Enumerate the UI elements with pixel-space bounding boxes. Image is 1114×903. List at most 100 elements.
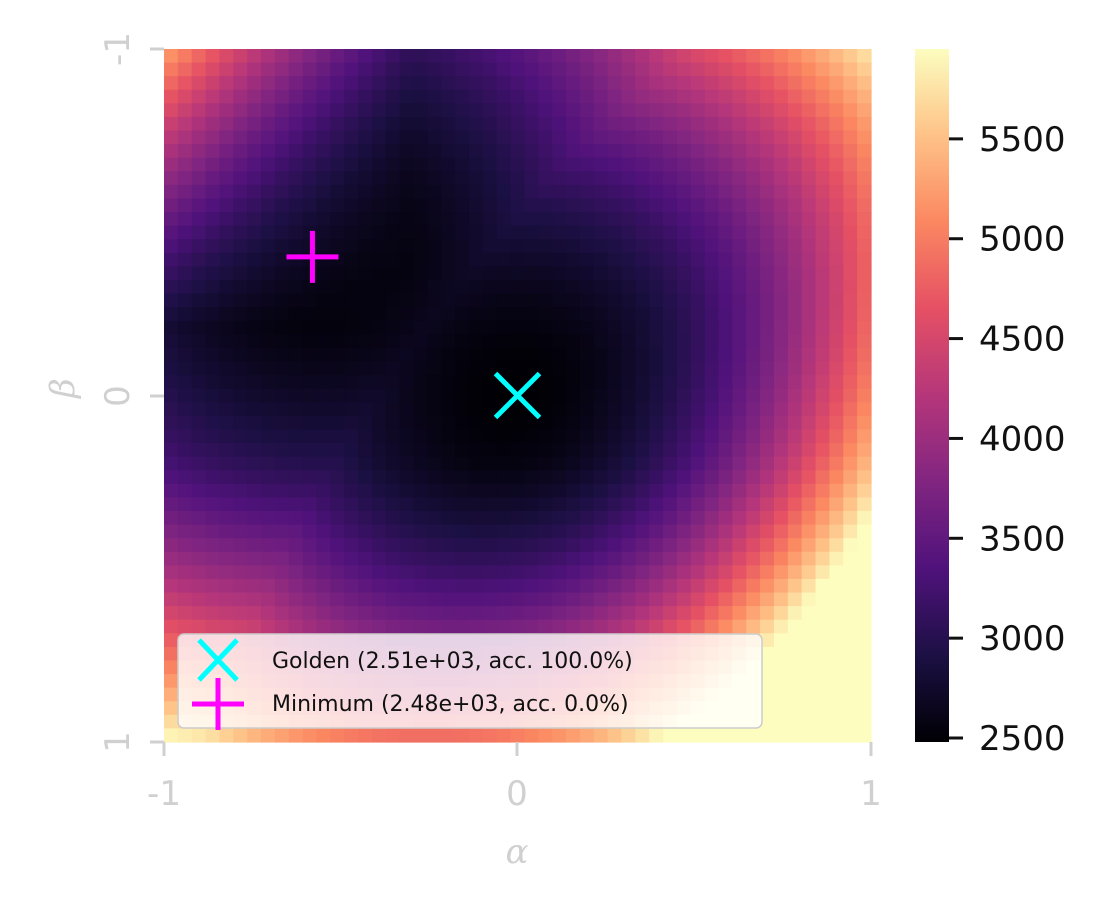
heatmap-cell [760,280,775,295]
heatmap-cell [621,334,636,349]
heatmap-cell [566,212,581,227]
heatmap-cell [219,470,234,485]
heatmap-cell [524,470,539,485]
heatmap-cell [815,62,831,77]
heatmap-cell [801,551,817,566]
heatmap-cell [164,429,179,444]
heatmap-cell [261,728,276,743]
heatmap-cell [164,443,179,458]
heatmap-cell [843,157,858,172]
heatmap-cell [233,728,248,743]
heatmap-cell [302,456,318,471]
heatmap-cell [566,157,581,172]
heatmap-cell [607,592,623,607]
heatmap-cell [219,130,234,145]
heatmap-cell [316,470,331,485]
heatmap-cell [358,307,373,322]
heatmap-cell [649,565,664,580]
heatmap-cell [746,497,761,512]
heatmap-cell [704,578,720,594]
heatmap-cell [746,280,761,295]
heatmap-cell [316,212,331,227]
heatmap-cell [607,551,623,566]
heatmap-cell [441,728,456,743]
heatmap-cell [815,415,831,431]
heatmap-cell [676,551,692,566]
heatmap-cell [801,633,817,648]
heatmap-cell [566,184,581,200]
heatmap-cell [593,592,609,607]
heatmap-cell [302,89,318,104]
heatmap-cell [829,619,844,634]
heatmap-cell [635,184,650,200]
heatmap-cell [566,402,581,417]
heatmap-cell [801,62,817,77]
heatmap-cell [427,157,442,172]
heatmap-cell [843,144,858,159]
heatmap-cell [482,347,498,363]
heatmap-cell [468,157,484,172]
heatmap-cell [746,592,761,607]
heatmap-cell [773,619,789,634]
heatmap-cell [399,307,415,322]
heatmap-cell [635,592,650,607]
heatmap-cell [468,578,484,594]
heatmap-cell [676,443,692,458]
heatmap-cell [829,674,844,689]
heatmap-cell [302,334,318,349]
heatmap-cell [358,184,373,200]
heatmap-cell [399,619,415,634]
heatmap-cell [538,619,553,634]
heatmap-cell [288,470,304,485]
heatmap-cell [704,619,720,634]
heatmap-cell [801,280,817,295]
heatmap-cell [358,144,373,159]
heatmap-cell [801,347,817,363]
heatmap-cell [413,103,428,118]
heatmap-cell [566,483,581,499]
heatmap-cell [191,307,207,322]
heatmap-cell [593,619,609,634]
heatmap-cell [773,728,789,743]
heatmap-cell [801,293,817,308]
heatmap-cell [732,538,747,553]
heatmap-cell [385,429,401,444]
heatmap-cell [344,415,359,431]
heatmap-cell [441,266,456,281]
heatmap-cell [330,728,345,743]
heatmap-cell [635,361,650,376]
heatmap-cell [205,116,221,132]
heatmap-cell [607,171,623,186]
heatmap-cell [593,62,609,77]
heatmap-cell [496,415,512,431]
heatmap-cell [371,334,387,349]
heatmap-cell [177,361,193,376]
heatmap-cell [857,524,872,539]
heatmap-cell [164,89,179,104]
heatmap-cell [288,524,304,539]
heatmap-cell [773,660,789,675]
heatmap-cell [718,130,733,145]
heatmap-cell [385,116,401,132]
heatmap-cell [330,429,345,444]
heatmap-cell [413,212,428,227]
heatmap-cell [177,728,193,743]
heatmap-cell [801,701,817,716]
heatmap-cell [510,592,526,607]
heatmap-cell [385,606,401,621]
heatmap-cell [177,334,193,349]
heatmap-cell [607,347,623,363]
heatmap-cell [496,497,512,512]
heatmap-cell [358,130,373,145]
heatmap-cell [704,103,720,118]
heatmap-cell [579,280,595,295]
heatmap-cell [233,293,248,308]
heatmap-cell [787,551,803,566]
heatmap-cell [330,592,345,607]
heatmap-cell [510,375,526,390]
heatmap-cell [676,592,692,607]
heatmap-cell [621,49,636,64]
heatmap-cell [274,524,290,539]
heatmap-cell [344,443,359,458]
heatmap-cell [482,551,498,566]
